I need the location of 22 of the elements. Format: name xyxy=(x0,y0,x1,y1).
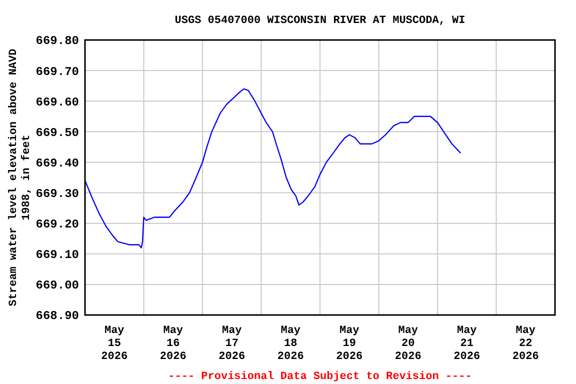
x-tick-label: May 18 2026 xyxy=(277,325,304,363)
chart-title: USGS 05407000 WISCONSIN RIVER AT MUSCODA, WI xyxy=(174,15,466,27)
y-tick-label: 669.50 xyxy=(36,126,79,140)
y-tick-label: 669.80 xyxy=(36,34,79,48)
x-tick-label: May 21 2026 xyxy=(454,325,480,363)
text: ---- Provisional Data Subject to Revision ---- xyxy=(168,371,472,383)
y-axis-title: Stream water level elevation above NAVD 1988, in feet xyxy=(8,48,33,306)
x-tick-label: May 15 2026 xyxy=(101,325,128,363)
x-tick-label: May 17 2026 xyxy=(218,325,246,363)
y-tick-label: 669.20 xyxy=(36,218,79,232)
y-tick-label: 669.40 xyxy=(36,156,79,170)
y-tick-label: 669.60 xyxy=(36,95,79,110)
line-series xyxy=(84,88,462,248)
x-tick-label: May 16 2026 xyxy=(160,325,186,363)
y-tick-label: 669.00 xyxy=(36,278,79,293)
x-tick-label: May 19 2026 xyxy=(336,325,363,363)
y-tick-label: 669.70 xyxy=(36,64,79,79)
x-tick-label: May 22 2026 xyxy=(512,325,539,363)
y-tick-label: 669.10 xyxy=(36,248,79,262)
y-tick-label: 668.90 xyxy=(36,309,79,324)
y-tick-label: 669.30 xyxy=(36,186,79,201)
x-tick-label: May 20 2026 xyxy=(394,325,422,363)
